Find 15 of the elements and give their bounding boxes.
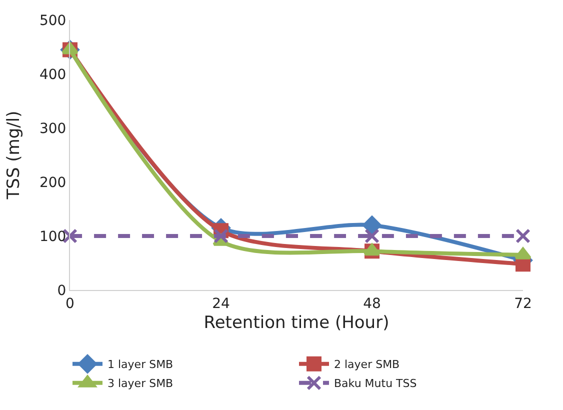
y-axis-title: TSS (mg/l) <box>4 110 24 200</box>
y-tick-label: 400 <box>39 66 66 83</box>
legend-label: Baku Mutu TSS <box>334 377 417 390</box>
legend-label: 1 layer SMB <box>108 358 174 372</box>
x-axis-title: Retention time (Hour) <box>204 313 390 334</box>
x-tick-label: 24 <box>212 296 230 312</box>
y-tick-label: 100 <box>39 228 66 245</box>
y-tick-label: 500 <box>39 12 66 29</box>
y-tick-label: 0 <box>57 282 66 299</box>
legend-label: 2 layer SMB <box>334 358 400 372</box>
x-tick-label: 48 <box>363 296 381 312</box>
legend-label: 3 layer SMB <box>108 377 174 390</box>
y-tick-label: 300 <box>39 120 66 137</box>
x-tick-label: 72 <box>514 296 532 312</box>
y-tick-label: 200 <box>39 174 66 191</box>
